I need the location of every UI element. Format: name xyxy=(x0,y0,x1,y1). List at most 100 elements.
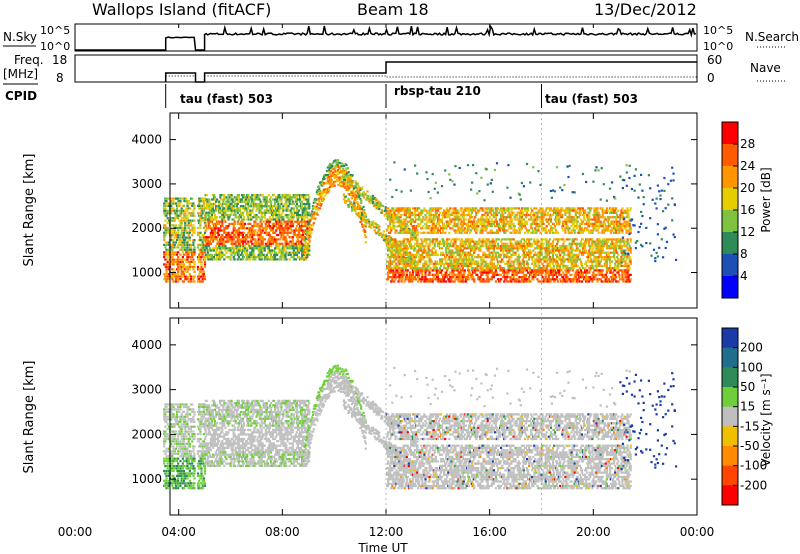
power-cell xyxy=(177,217,180,220)
power-cell xyxy=(336,159,339,162)
power-cell xyxy=(401,258,404,261)
power-cell xyxy=(464,256,467,259)
power-cell xyxy=(495,220,499,223)
power-cell xyxy=(171,256,174,259)
power-cell xyxy=(187,234,190,237)
power-cell xyxy=(208,218,211,221)
power-cell xyxy=(319,204,322,207)
power-cell xyxy=(203,197,207,200)
power-cell xyxy=(211,247,214,250)
power-cell xyxy=(315,198,318,201)
power-cell xyxy=(201,268,204,271)
power-cell xyxy=(184,200,187,203)
power-cell xyxy=(446,207,449,210)
power-cell xyxy=(433,267,436,270)
power-cell xyxy=(473,260,476,263)
power-cell xyxy=(289,253,292,256)
power-cell xyxy=(480,264,483,268)
power-cell xyxy=(500,240,503,243)
power-cell xyxy=(301,200,304,203)
power-cell xyxy=(509,216,512,219)
power-cell xyxy=(240,200,244,203)
power-cell xyxy=(210,256,213,259)
power-cell xyxy=(270,207,274,210)
power-cell xyxy=(290,229,293,232)
power-cell xyxy=(490,245,493,248)
power-cell xyxy=(442,229,445,232)
power-cell xyxy=(408,251,411,254)
power-cell xyxy=(260,256,263,259)
power-cell xyxy=(191,212,194,215)
power-cell xyxy=(511,218,514,221)
power-cell xyxy=(413,267,416,270)
power-cell xyxy=(323,190,326,193)
power-cell xyxy=(454,267,457,270)
power-cell xyxy=(385,210,388,213)
power-cell xyxy=(251,198,254,201)
power-cell xyxy=(495,245,499,248)
power-cell xyxy=(420,231,423,234)
power-cell xyxy=(325,189,328,192)
power-cell xyxy=(269,242,273,245)
power-cell xyxy=(516,260,519,263)
power-cell xyxy=(278,258,281,261)
power-cell xyxy=(443,278,446,281)
power-cell xyxy=(479,271,482,274)
power-cell xyxy=(414,269,417,272)
power-cell xyxy=(398,207,401,210)
power-cell xyxy=(229,249,232,252)
power-cell xyxy=(246,227,249,230)
power-cell xyxy=(297,213,301,217)
power-cell xyxy=(247,202,250,206)
power-cell xyxy=(163,231,166,234)
power-cell xyxy=(224,202,227,206)
power-cell xyxy=(280,227,283,230)
power-cell xyxy=(278,218,281,221)
power-cell xyxy=(510,231,513,234)
power-cell xyxy=(207,198,210,201)
power-cell xyxy=(184,243,187,246)
power-cell xyxy=(201,248,204,251)
power-cell xyxy=(507,264,510,268)
power-cell xyxy=(421,273,424,276)
power-cell xyxy=(251,196,254,199)
power-cell xyxy=(307,218,310,221)
power-cell xyxy=(218,205,221,208)
power-cell xyxy=(505,209,508,212)
power-cell xyxy=(452,207,455,210)
power-cell xyxy=(224,249,227,252)
power-cell xyxy=(181,226,184,229)
power-cell xyxy=(200,236,203,239)
power-cell xyxy=(211,222,214,225)
power-cell xyxy=(448,220,451,223)
power-cell xyxy=(225,200,228,203)
power-cell xyxy=(191,204,194,207)
power-cell xyxy=(511,249,514,252)
power-cell xyxy=(200,270,203,273)
power-cell xyxy=(182,258,186,261)
power-cell xyxy=(409,262,412,265)
power-cell xyxy=(347,183,350,186)
power-cell xyxy=(279,205,282,208)
power-cell xyxy=(251,229,254,232)
power-cell xyxy=(242,238,246,241)
power-cell xyxy=(435,262,438,265)
power-cell xyxy=(295,202,298,206)
power-cell xyxy=(277,207,280,210)
power-cell xyxy=(212,256,216,259)
power-cell xyxy=(319,195,322,198)
power-cell xyxy=(405,216,408,219)
power-cell xyxy=(405,253,408,256)
power-cell xyxy=(437,262,440,265)
power-cell xyxy=(270,240,274,243)
power-cell xyxy=(260,213,263,217)
power-cell xyxy=(173,217,176,220)
power-cell xyxy=(244,196,247,199)
power-cell xyxy=(496,229,500,232)
power-cell xyxy=(467,256,471,259)
power-cell xyxy=(193,207,196,210)
power-cell xyxy=(464,240,467,243)
power-cell xyxy=(311,228,314,231)
power-cell xyxy=(357,202,360,205)
power-cell xyxy=(311,224,315,227)
